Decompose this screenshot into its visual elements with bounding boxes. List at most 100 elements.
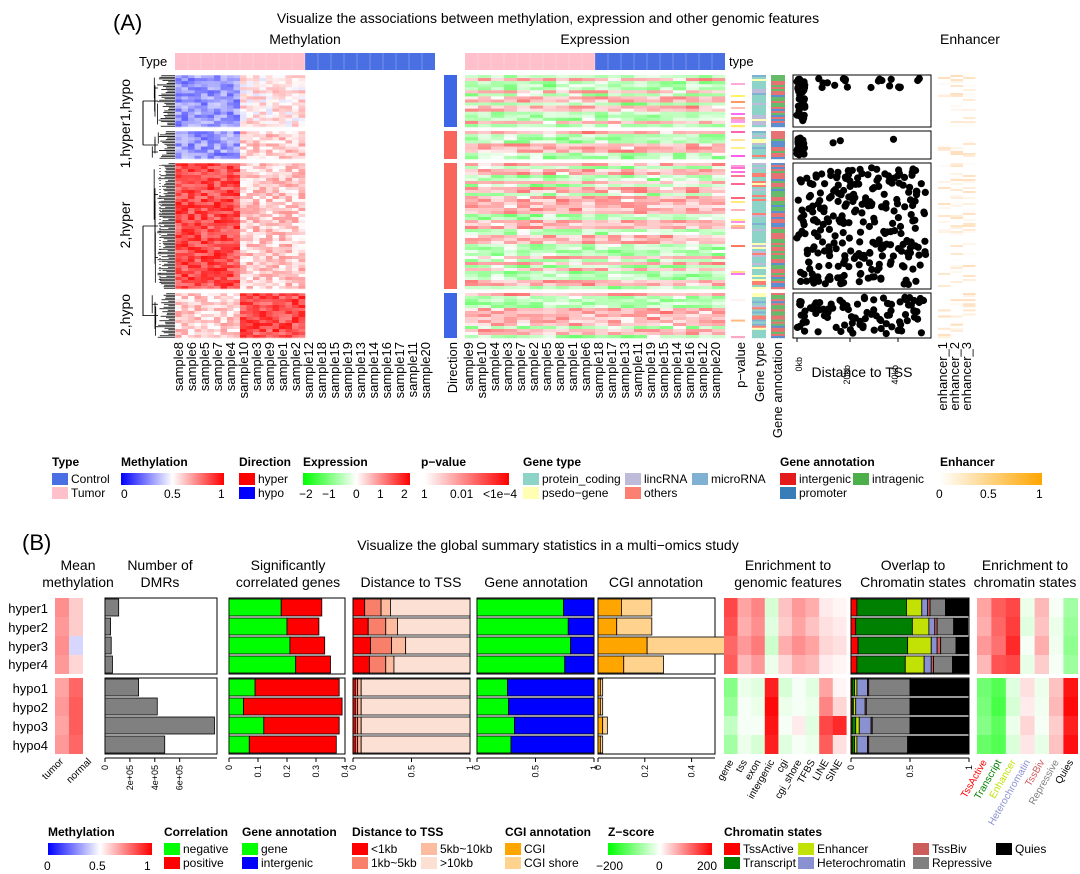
methylation-cell <box>246 190 254 194</box>
enhancer-cell <box>938 319 951 322</box>
scatter-point <box>796 322 804 330</box>
methylation-cell <box>285 175 293 179</box>
methylation-cell <box>240 211 247 215</box>
methylation-cell <box>175 146 182 150</box>
expression-cell <box>582 268 596 272</box>
enhancer-cell <box>963 283 976 286</box>
enhancer-cell <box>950 169 963 172</box>
methylation-cell <box>201 166 208 170</box>
methylation-cell <box>227 226 234 230</box>
expression-cell <box>504 172 518 176</box>
gene-annotation-cell <box>771 243 785 246</box>
expression-cell <box>556 193 570 197</box>
expression-cell <box>621 335 635 339</box>
pvalue-cell <box>731 307 745 310</box>
enhancer-cell <box>963 273 976 276</box>
methylation-cell <box>246 96 254 100</box>
scatter-point <box>897 321 905 329</box>
methylation-cell <box>227 308 234 312</box>
methylation-cell <box>266 108 273 113</box>
dmr-bar <box>104 678 139 697</box>
expression-cell <box>647 81 661 85</box>
methylation-cell <box>240 317 247 321</box>
expression-cell <box>712 99 726 103</box>
expression-cell <box>634 277 648 281</box>
methylation-cell <box>253 274 260 278</box>
expression-cell <box>465 232 479 236</box>
methylation-cell <box>188 235 195 239</box>
legend-swatch <box>625 487 641 499</box>
enhancer-cell <box>950 219 963 222</box>
methylation-cell <box>220 335 228 339</box>
methylation-cell <box>188 120 195 125</box>
methylation-cell <box>233 220 241 224</box>
gene-type-cell <box>752 331 766 335</box>
methylation-cell <box>214 229 221 233</box>
expression-cell <box>673 244 687 248</box>
methylation-cell <box>175 169 182 173</box>
enhancer-cell <box>950 321 963 324</box>
enhancer-cell <box>938 113 951 116</box>
expression-cell <box>608 329 622 333</box>
expression-cell <box>595 181 609 185</box>
enhancer-cell <box>950 177 963 180</box>
methylation-cell <box>175 311 182 315</box>
methylation-cell <box>240 262 247 266</box>
gene-type-cell <box>752 305 766 308</box>
expression-cell <box>660 299 674 303</box>
methylation-cell <box>246 293 254 297</box>
methylation-cell <box>259 314 267 318</box>
enhancer-cell <box>938 177 951 180</box>
methylation-cell <box>272 314 280 318</box>
pvalue-cell <box>731 119 745 122</box>
methylation-cell <box>285 199 293 203</box>
methylation-cell <box>279 131 286 135</box>
enhancer-cell <box>938 233 951 236</box>
expression-cell <box>530 253 544 257</box>
methylation-cell <box>240 335 247 339</box>
scatter-point <box>830 239 838 247</box>
enhancer-cell <box>938 271 951 274</box>
expression-cell <box>673 140 687 144</box>
expression-cell <box>634 320 648 324</box>
expression-cell <box>673 172 687 176</box>
expression-cell <box>621 87 635 91</box>
expression-cell <box>595 217 609 221</box>
methylation-cell <box>207 247 215 251</box>
expression-cell <box>621 131 635 135</box>
methylation-cell <box>201 78 208 82</box>
expression-cell <box>465 217 479 221</box>
scatter-point <box>864 171 872 179</box>
gene-annotation-cell <box>771 175 785 178</box>
methylation-cell <box>292 241 299 245</box>
expression-cell <box>699 277 713 281</box>
methylation-cell <box>207 163 215 167</box>
pvalue-cell <box>731 323 745 326</box>
methylation-cell <box>227 181 234 185</box>
expression-cell <box>608 169 622 173</box>
methylation-cell <box>272 105 280 109</box>
expression-cell <box>465 262 479 266</box>
methylation-cell <box>207 175 215 179</box>
methylation-cell <box>233 277 241 281</box>
enhancer-cell <box>938 99 951 102</box>
legend-tick: 0 <box>936 487 943 501</box>
enhancer-cell <box>938 217 951 220</box>
expression-cell <box>621 256 635 260</box>
expression-cell <box>660 196 674 200</box>
methylation-cell <box>279 90 286 94</box>
methylation-cell <box>253 220 260 224</box>
methylation-cell <box>298 265 306 269</box>
expression-cell <box>582 323 596 327</box>
expression-cell <box>673 84 687 88</box>
methylation-cell <box>220 81 228 85</box>
expression-cell <box>660 96 674 100</box>
expression-cell <box>504 152 518 157</box>
methylation-cell <box>253 332 260 336</box>
methylation-cell <box>253 205 260 209</box>
methylation-cell <box>240 99 247 103</box>
scatter-point <box>905 253 913 261</box>
methylation-cell <box>246 308 254 312</box>
methylation-cell <box>194 244 202 248</box>
methylation-cell <box>279 117 286 122</box>
